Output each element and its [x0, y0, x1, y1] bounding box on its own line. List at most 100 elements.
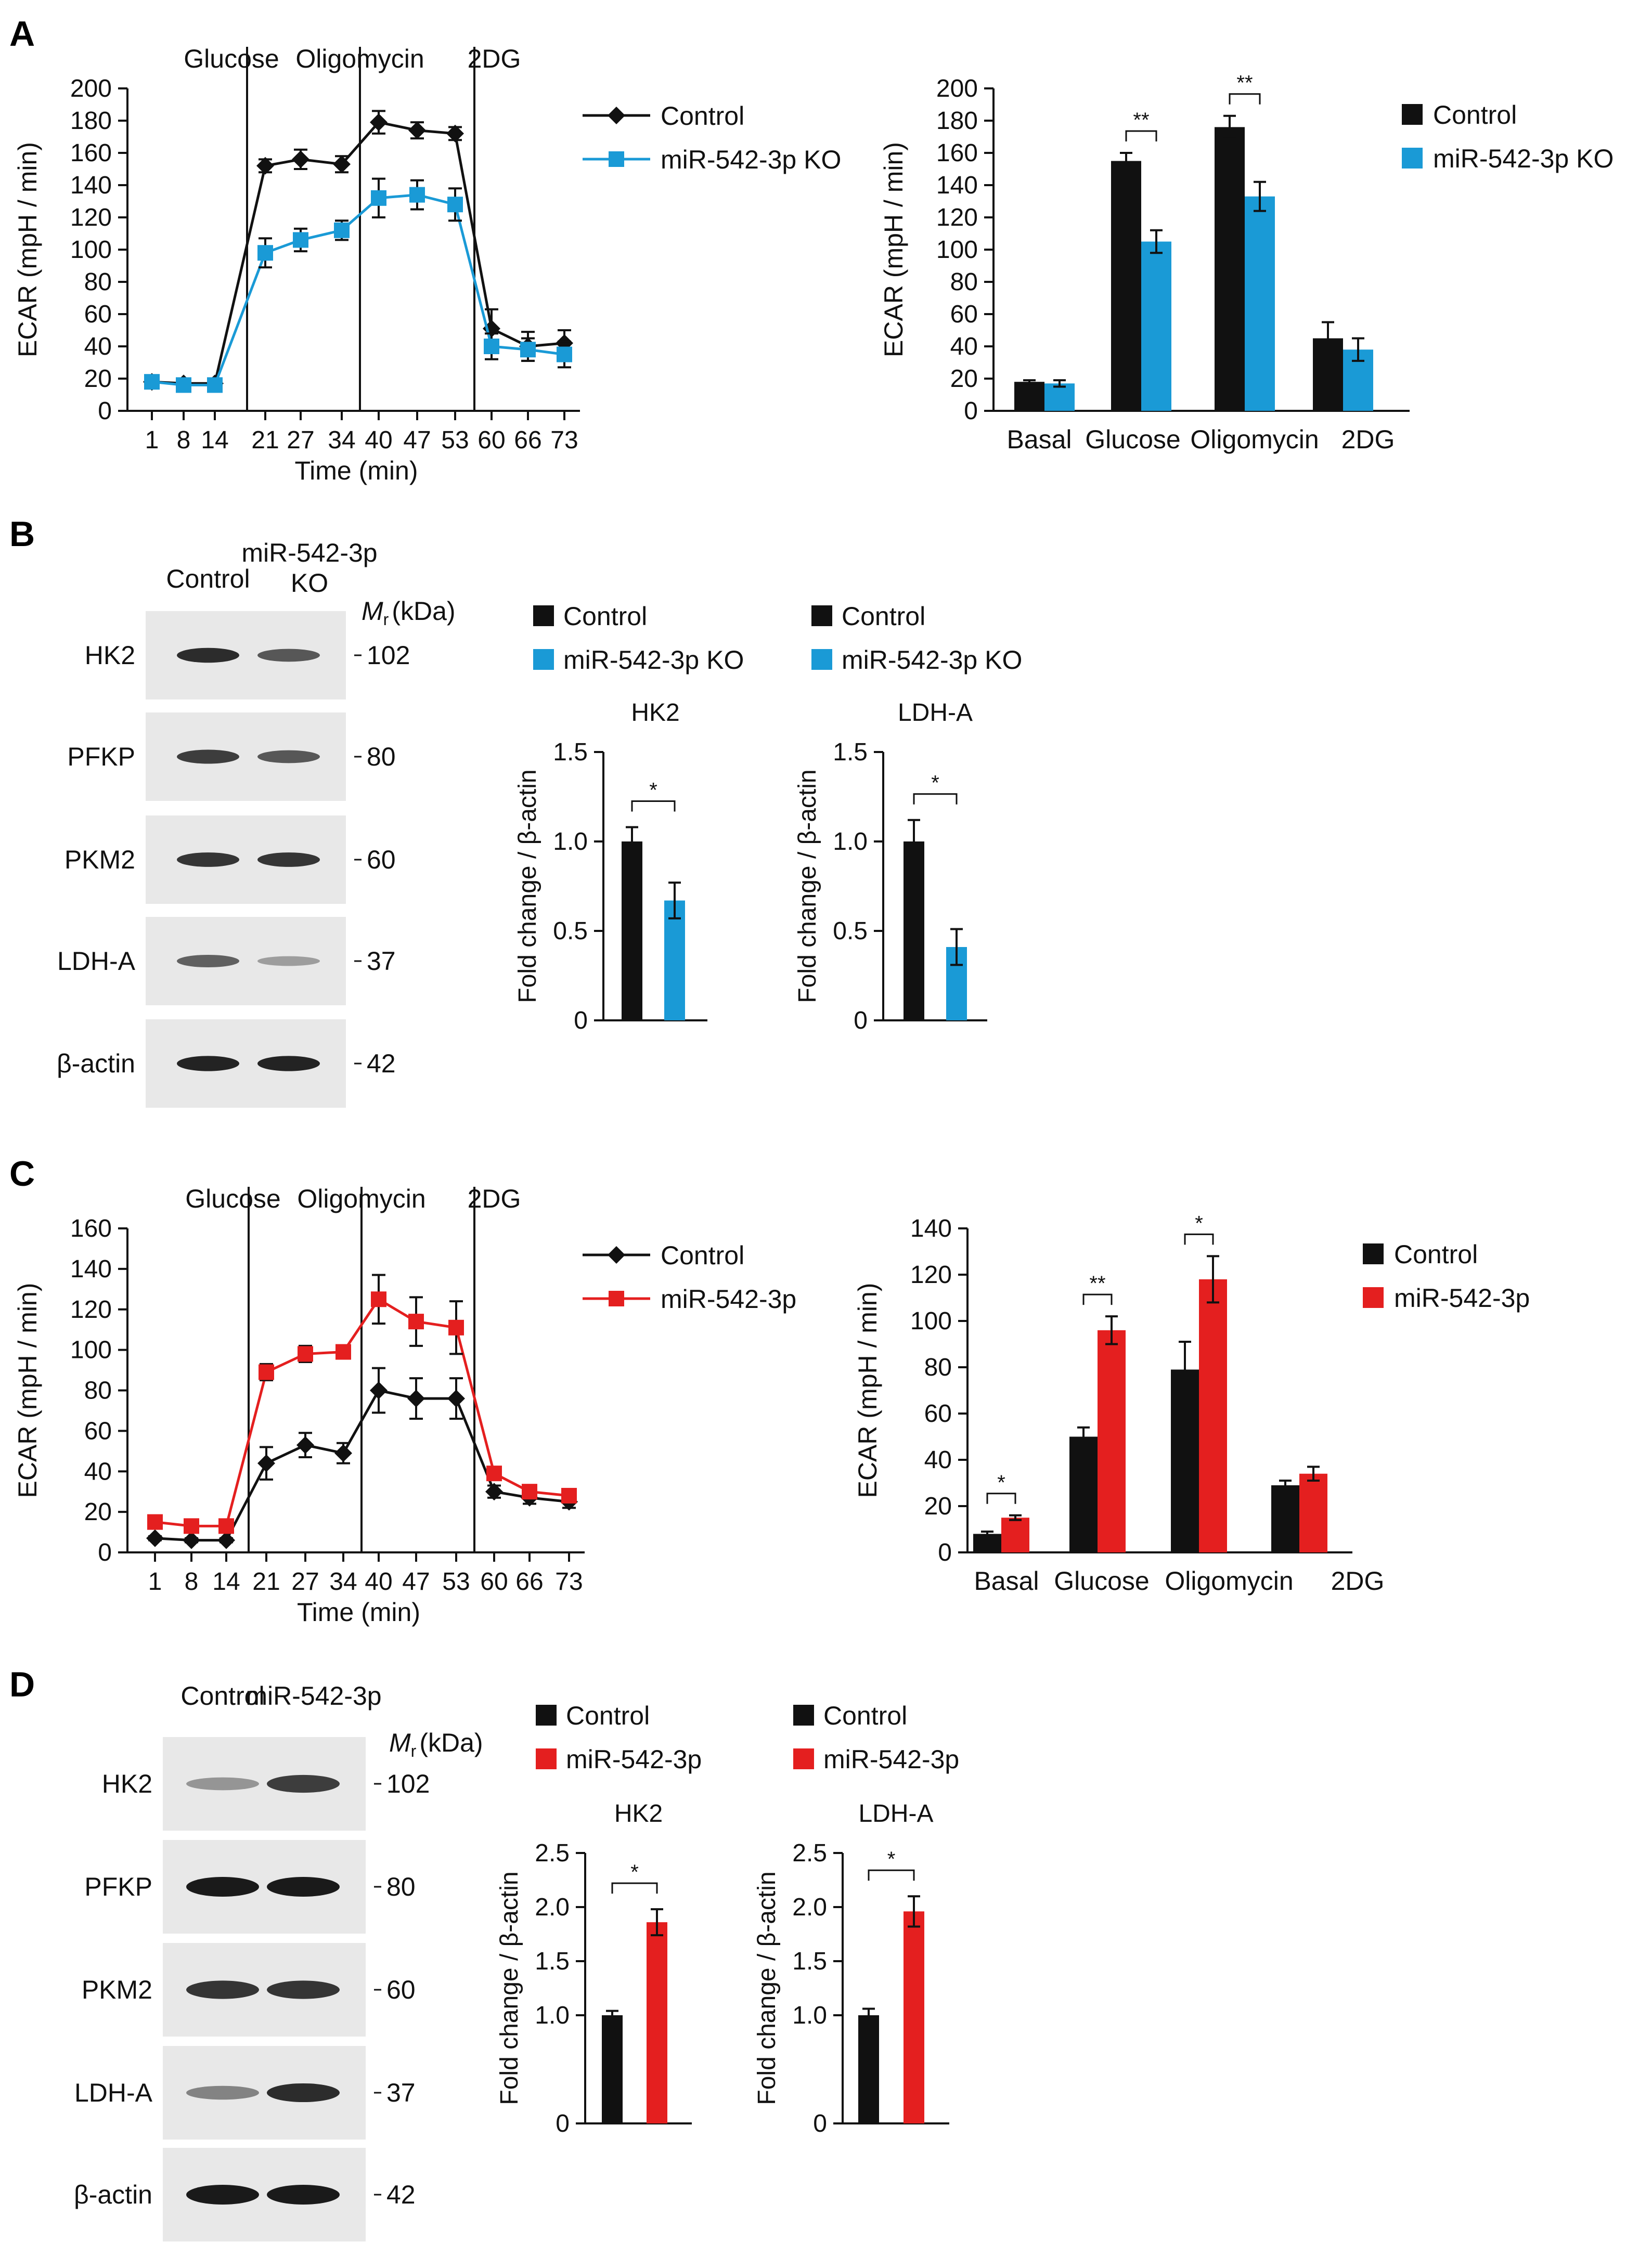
blot-b-row-2-protein: PKM2	[64, 845, 135, 874]
c-line-y-tick-label-7: 140	[70, 1255, 112, 1283]
panel-label-a: A	[9, 14, 35, 54]
c-bar-bar-1-3	[1299, 1473, 1327, 1552]
b-hk2-bar-error-1	[668, 882, 681, 919]
c-line-legend-0-label: Control	[661, 1241, 744, 1270]
a-line-y-tick-label-3: 60	[84, 301, 112, 328]
c-line-x-tick-label-0: 1	[148, 1568, 162, 1596]
c-line-y-tick-label-4: 80	[84, 1377, 112, 1405]
a-line-x-tick-label-3: 21	[251, 426, 279, 454]
c-bar-bar-error-1-0	[1009, 1514, 1022, 1521]
c-line-y-tick-label-1: 20	[84, 1498, 112, 1526]
a-line-y-tick-label-2: 40	[84, 333, 112, 360]
blot-d-row-2-mw: 60	[386, 1975, 416, 2004]
c-bar-significance-0-stars: *	[997, 1471, 1005, 1494]
b-ldha-legend-1-swatch	[811, 649, 832, 670]
b-hk2-bar-error-0	[626, 826, 638, 857]
b-hk2-y-tick-label-0: 0	[574, 1007, 588, 1034]
blot-b-row-4-protein: β-actin	[57, 1049, 135, 1078]
b-hk2-y-label: Fold change / β-actin	[514, 769, 541, 1003]
d-hk2-y-tick-label-0: 0	[556, 2110, 570, 2137]
blot-d-mr-m: M	[389, 1728, 411, 1757]
a-line-injection-label-2: 2DG	[468, 44, 521, 73]
a-bar-bar-error-1-2	[1254, 180, 1266, 212]
b-ldha-y-tick-label-3: 1.5	[833, 738, 868, 766]
a-bar-bar-error-0-0	[1023, 379, 1036, 385]
blot-d-row-3-band-control	[186, 2085, 259, 2100]
blot-b-row-0-band-treat	[257, 649, 320, 662]
b-hk2-legend-1-label: miR-542-3p KO	[563, 645, 744, 675]
c-line-x-tick-label-4: 27	[291, 1568, 319, 1596]
c-line-series-1-point-11	[561, 1487, 577, 1504]
c-line-y-tick-label-3: 60	[84, 1417, 112, 1445]
d-hk2-bar-error-0	[606, 2010, 618, 2021]
blot-d-row-1-band-treat	[267, 1877, 340, 1897]
c-bar-significance-2-stars: *	[1195, 1212, 1203, 1235]
blot-b-lane-treat-line2: KO	[291, 568, 328, 598]
blot-b-row-4-mw: 42	[367, 1049, 396, 1078]
c-line-y-label: ECAR (mpH / min)	[13, 1283, 42, 1498]
a-bar-category-label-0: Basal	[1006, 425, 1072, 454]
c-line-series-1-point-6	[371, 1291, 386, 1307]
a-line-injection-label-0: Glucose	[184, 44, 279, 73]
blot-d-row-0-band-control	[186, 1777, 259, 1791]
a-line-x-tick-label-6: 40	[365, 426, 392, 454]
b-hk2-y-tick-label-1: 0.5	[553, 917, 588, 945]
blot-d-row-0-protein: HK2	[102, 1769, 152, 1798]
a-line-series-1-point-7	[409, 187, 425, 203]
c-bar-y-tick-label-3: 60	[924, 1400, 952, 1428]
blot-d-row-1-band-control	[186, 1877, 259, 1897]
a-bar-y-tick-label-8: 160	[936, 139, 978, 167]
c-bar-bar-error-0-0	[981, 1530, 993, 1537]
a-bar-significance-2-stars: **	[1236, 72, 1253, 95]
d-ldha-bar-error-1	[908, 1895, 920, 1928]
d-hk2-bar-error-1	[651, 1908, 663, 1937]
a-bar-y-tick-label-1: 20	[950, 365, 978, 393]
c-line-series-1-point-8	[448, 1319, 464, 1336]
c-bar-bar-error-1-1	[1105, 1315, 1118, 1345]
c-bar-significance-0-bracket	[986, 1493, 1016, 1504]
a-bar-y-tick-label-4: 80	[950, 268, 978, 296]
d-hk2-y-label: Fold change / β-actin	[496, 1871, 523, 2105]
blot-d-mr-r: r	[411, 1742, 417, 1760]
a-line-injection-label-1: Oligomycin	[295, 44, 424, 73]
blot-b-row-1-protein: PFKP	[67, 742, 135, 771]
blot-b-row-2-mw: 60	[367, 845, 396, 874]
c-line-legend-0-marker	[608, 1246, 625, 1264]
c-bar-y-tick-label-4: 80	[924, 1354, 952, 1381]
b-ldha-y-tick-label-0: 0	[854, 1007, 868, 1034]
a-bar-y-label: ECAR (mpH / min)	[879, 142, 908, 357]
d-ldha-y-label: Fold change / β-actin	[753, 1871, 781, 2105]
a-bar-legend-0-label: Control	[1433, 100, 1517, 129]
a-line-series-1-point-8	[447, 197, 463, 213]
blot-b-row-3-mw: 37	[367, 947, 396, 976]
a-line-y-tick-label-4: 80	[84, 268, 112, 296]
blot-b-lane-control: Control	[166, 564, 250, 593]
a-bar-bar-0-2	[1215, 127, 1245, 411]
c-bar-bar-0-3	[1271, 1485, 1299, 1552]
a-bar-bar-1-1	[1141, 241, 1171, 411]
b-hk2-title: HK2	[631, 699, 679, 727]
a-line-series-1-point-9	[484, 339, 499, 354]
c-line-series-0-point-3	[257, 1454, 275, 1472]
blot-d-row-0-mw: 102	[386, 1769, 430, 1798]
b-hk2-y-tick-label-2: 1.0	[553, 828, 588, 856]
c-bar-y-tick-label-6: 120	[910, 1261, 952, 1289]
c-bar-bar-1-1	[1098, 1330, 1126, 1552]
d-ldha-legend-1-swatch	[793, 1748, 814, 1769]
d-ldha-y-tick-label-2: 1.5	[792, 1948, 827, 1975]
c-bar-bar-0-2	[1171, 1369, 1199, 1552]
d-hk2-legend-0-swatch	[536, 1705, 557, 1726]
a-bar-bar-1-0	[1044, 383, 1075, 411]
a-line-y-tick-label-9: 180	[70, 107, 112, 135]
a-bar-significance-1-stars: **	[1133, 109, 1149, 132]
b-ldha-legend-0-label: Control	[842, 602, 925, 631]
c-line-series-0-point-0	[146, 1529, 164, 1547]
a-line-series-1-point-4	[293, 232, 308, 248]
c-bar-bar-error-0-2	[1179, 1341, 1191, 1398]
a-bar-y-tick-label-3: 60	[950, 301, 978, 328]
panel-label-b: B	[9, 514, 35, 554]
blot-b-row-3-band-control	[177, 955, 239, 967]
blot-b-row-2-band-treat	[257, 852, 320, 867]
c-line-series-0-point-7	[407, 1390, 425, 1408]
c-line-x-tick-label-1: 8	[185, 1568, 199, 1596]
